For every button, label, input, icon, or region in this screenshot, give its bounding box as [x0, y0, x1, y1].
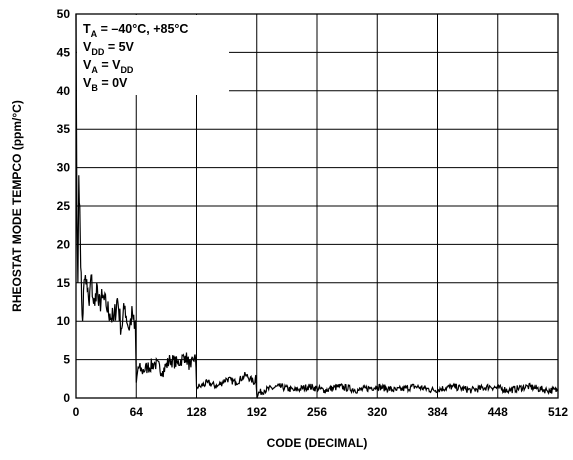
x-tick-labels: 0 64 128 192 256 320 384 448 512 — [73, 405, 569, 419]
x-tick-label: 128 — [186, 405, 206, 419]
y-tick-label: 5 — [63, 353, 70, 367]
y-axis-title: RHEOSTAT MODE TEMPCO (ppm/°C) — [10, 100, 24, 312]
y-tick-label: 35 — [57, 122, 71, 136]
y-tick-label: 50 — [57, 7, 71, 21]
x-tick-label: 512 — [548, 405, 568, 419]
x-tick-label: 0 — [73, 405, 80, 419]
y-tick-label: 20 — [57, 237, 71, 251]
y-tick-labels: 0 5 10 15 20 25 30 35 40 45 50 — [57, 7, 71, 405]
condition-line: VB = 0V — [83, 76, 128, 93]
y-tick-label: 40 — [57, 84, 71, 98]
y-tick-label: 25 — [57, 199, 71, 213]
grid — [75, 13, 559, 399]
y-tick-label: 0 — [63, 391, 70, 405]
x-tick-label: 448 — [488, 405, 508, 419]
x-tick-label: 64 — [130, 405, 144, 419]
x-tick-label: 192 — [247, 405, 267, 419]
x-tick-label: 384 — [427, 405, 447, 419]
x-tick-label: 256 — [307, 405, 327, 419]
series-line — [75, 13, 559, 399]
y-tick-label: 30 — [57, 161, 71, 175]
condition-line: VDD = 5V — [83, 40, 135, 57]
condition-line: TA = –40°C, +85°C — [83, 22, 188, 39]
annotation-box — [77, 15, 229, 95]
y-tick-label: 45 — [57, 45, 71, 59]
y-tick-label: 15 — [57, 276, 71, 290]
x-axis-title: CODE (DECIMAL) — [267, 436, 368, 450]
condition-line: VA = VDD — [83, 58, 134, 75]
y-tick-label: 10 — [57, 314, 71, 328]
x-tick-label: 320 — [367, 405, 387, 419]
